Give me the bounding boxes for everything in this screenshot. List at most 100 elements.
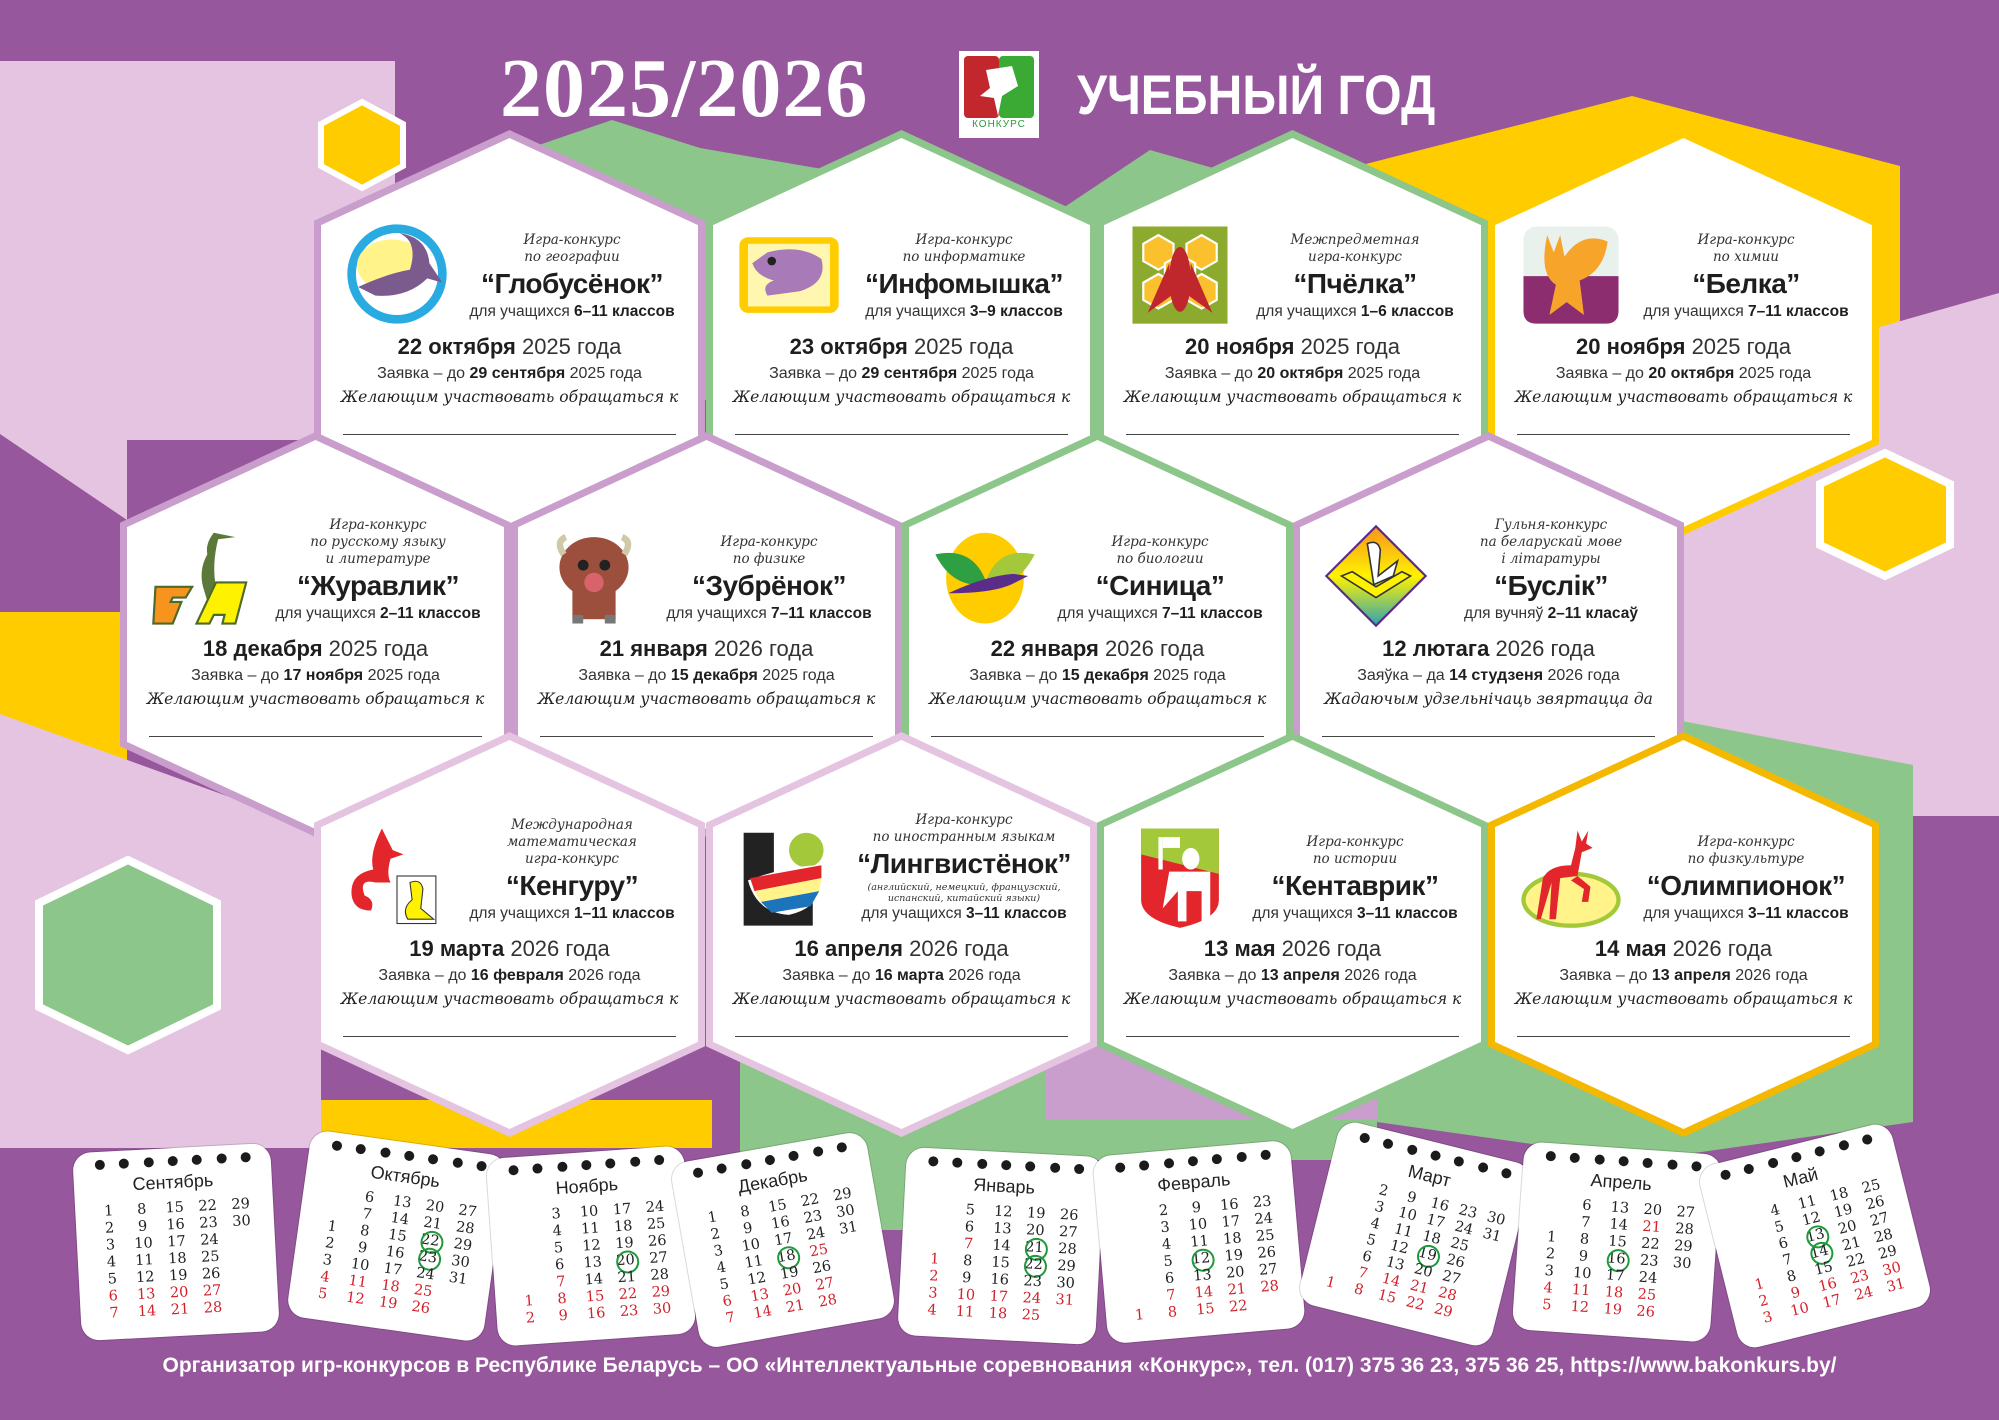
contest-card[interactable]: Игра-конкурс по физкультуре “Олимпионок” дл…	[1495, 740, 1872, 1129]
calendar-day: 10	[133, 1235, 154, 1253]
calendar-day: 9	[961, 1270, 972, 1287]
contest-card[interactable]: Игра-конкурс по иностранным языкам “Лингви…	[713, 740, 1090, 1129]
contest-card[interactable]: Международная математическая игра-конкурс “…	[321, 740, 698, 1129]
calendar-day: 25	[1637, 1286, 1657, 1304]
calendar-day: 1	[929, 1251, 940, 1268]
contest-date-day: 20 ноября	[1185, 334, 1295, 359]
contest-card[interactable]: Игра-конкурс по информатике “Инфомышка” для…	[713, 138, 1090, 527]
contest-heading: Игра-конкурс по информатике “Инфомышка” для…	[845, 198, 1083, 322]
calendar-day: 21	[617, 1268, 637, 1287]
contact-line: Желающим участвовать обращаться к	[928, 690, 1267, 708]
contact-line: Желающим участвовать обращаться к	[1514, 388, 1853, 406]
contest-title: “Белка”	[1692, 268, 1800, 299]
binding-hole	[1405, 1143, 1419, 1156]
contest-subtitle-line: по биологии	[1116, 551, 1204, 567]
contest-card[interactable]: Межпредметная игра-конкурс “Пчёлка” для уча…	[1104, 138, 1481, 527]
calendar-day: 14	[584, 1271, 604, 1289]
contest-card[interactable]: Игра-конкурс по истории “Кентаврик” для уча…	[1104, 740, 1481, 1129]
parrot-letter-l-logo-icon	[735, 822, 843, 930]
calendar-day: 12	[581, 1237, 602, 1255]
contest-card[interactable]: Игра-конкурс по географии “Глобусёнок” для …	[321, 138, 698, 527]
calendar-day: 17	[989, 1288, 1009, 1306]
application-deadline: Заявка – до 20 октября 2025 года	[1495, 365, 1872, 383]
calendar-day: 23	[1023, 1273, 1043, 1291]
deadline-day: 16 февраля	[470, 967, 564, 984]
calendar-day: 7	[963, 1236, 974, 1253]
calendar-day: 3	[1544, 1263, 1555, 1280]
binding-hole	[532, 1163, 544, 1174]
contest-date-day: 18 декабря	[202, 636, 323, 661]
contest-title: “Синица”	[1095, 570, 1225, 601]
calendar-day: 5	[1541, 1296, 1553, 1314]
calendar-day: 29	[1056, 1257, 1077, 1275]
contest-subtitle-line: Игра-конкурс	[1697, 232, 1795, 248]
contest-subtitle-line: по физкультуре	[1687, 851, 1805, 867]
contest-title: “Глобусёнок”	[481, 268, 663, 299]
calendar-day: 5	[553, 1239, 564, 1257]
contest-heading: Игра-конкурс по физкультуре “Олимпионок” дл…	[1627, 800, 1865, 924]
calendar-day: 11	[955, 1303, 975, 1321]
calendar-day: 9	[137, 1218, 148, 1235]
contest-date: 20 ноября 2025 года	[1104, 334, 1481, 360]
deadline-day: 20 октября	[1257, 365, 1344, 382]
binding-hole	[1691, 1161, 1702, 1172]
contest-heading: Гульня-конкурс па беларускай мове і літара…	[1432, 500, 1670, 624]
deer-logo-icon	[1517, 822, 1625, 930]
bg-small-yellow-hexagon-right	[1816, 448, 1954, 581]
calendar-day: 25	[646, 1215, 666, 1234]
binding-hole	[1453, 1155, 1466, 1168]
contest-card[interactable]: Гульня-конкурс па беларускай мове і літара…	[1300, 440, 1677, 829]
contest-card[interactable]: Игра-конкурс по химии “Белка” для учащихся …	[1495, 138, 1872, 527]
calendar-day: 14	[137, 1303, 157, 1321]
contest-card[interactable]: Игра-конкурс по русскому языку и литератур…	[127, 440, 504, 829]
binding-hole	[1813, 1145, 1827, 1158]
calendar-day: 5	[316, 1285, 329, 1303]
contest-title: “Зубрёнок”	[691, 570, 847, 601]
calendar-day: 19	[377, 1294, 399, 1313]
calendar-day: 10	[579, 1203, 599, 1221]
month-calendar: Февраль 1 2 3 4 5 6 7 8 9 10 11 12 13 14 15 16 17 18 19 20 21…	[1092, 1139, 1306, 1345]
contest-date: 12 лютага 2026 года	[1300, 636, 1677, 662]
grades-prefix: для учащихся	[469, 303, 570, 320]
deadline-prefix: Заявка – до	[1559, 967, 1648, 984]
calendar-day: 6	[554, 1256, 565, 1274]
deadline-prefix: Заявка – до	[969, 667, 1058, 684]
contest-grades: для вучняў 2–11 класаў	[1464, 604, 1638, 624]
calendar-day: 14	[991, 1237, 1012, 1255]
contest-subtitle-line: Игра-конкурс	[329, 517, 427, 533]
contest-grades: для учащихся 1–6 классов	[1256, 302, 1454, 322]
binding-hole	[118, 1158, 130, 1169]
calendar-day: 12	[135, 1269, 155, 1287]
deadline-prefix: Заявка – до	[378, 967, 467, 984]
grades-value: 3–11 классов	[1748, 905, 1849, 922]
calendar-day: 8	[556, 1290, 568, 1308]
contest-date-day: 23 октября	[789, 334, 908, 359]
binding-hole	[1618, 1155, 1629, 1167]
contact-fill-line	[149, 736, 482, 737]
contest-date-year: 2025 года	[328, 636, 429, 661]
contest-card[interactable]: Игра-конкурс по физике “Зубрёнок” для учащи…	[518, 440, 895, 829]
contest-subtitle-line: математическая	[507, 834, 637, 850]
binding-hole	[653, 1154, 665, 1166]
circled-contest-day: 22	[1018, 1256, 1049, 1275]
contact-line: Жадаючым удзельнічаць звяртацца да	[1324, 690, 1653, 708]
application-deadline: Заявка – до 16 марта 2026 года	[713, 967, 1090, 985]
contest-card[interactable]: Игра-конкурс по биологии “Синица” для учащи…	[909, 440, 1286, 829]
contest-date-year: 2025 года	[521, 334, 622, 359]
binding-hole	[1139, 1160, 1150, 1171]
calendar-day: 14	[752, 1303, 774, 1323]
contest-grades: для учащихся 1–11 классов	[469, 904, 674, 924]
deadline-year: 2025 года	[1153, 667, 1226, 684]
deadline-day: 15 декабря	[670, 667, 758, 684]
contest-subtitle-line: по истории	[1312, 851, 1398, 867]
deadline-year: 2025 года	[762, 667, 835, 684]
binding-hole	[1049, 1162, 1061, 1173]
tit-bird-logo-icon	[931, 522, 1039, 630]
contest-subtitle-line: Игра-конкурс	[915, 232, 1013, 248]
calendar-day: 3	[551, 1206, 562, 1223]
contact-fill-line	[1517, 1036, 1850, 1037]
binding-hole	[1382, 1137, 1395, 1150]
binding-hole	[1163, 1157, 1175, 1169]
calendar-day: 1	[103, 1203, 114, 1220]
binding-hole	[331, 1140, 343, 1152]
